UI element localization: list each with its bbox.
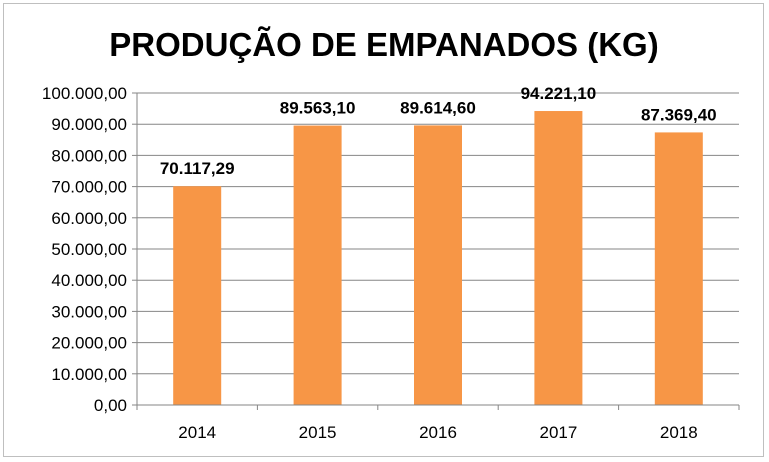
x-tick-label-2016: 2016 bbox=[419, 423, 457, 442]
x-tick-label-2017: 2017 bbox=[539, 423, 577, 442]
bars bbox=[173, 111, 703, 406]
y-tick-label: 10.000,00 bbox=[51, 365, 127, 384]
data-labels: 70.117,29 89.563,10 89.614,60 94.221,10 87.3… bbox=[160, 84, 717, 178]
y-tick-label: 60.000,00 bbox=[51, 209, 127, 228]
y-tick-label: 80.000,00 bbox=[51, 146, 127, 165]
data-label-2015: 89.563,10 bbox=[280, 99, 356, 118]
x-tick-label-2014: 2014 bbox=[178, 423, 216, 442]
bar-2017 bbox=[534, 111, 583, 406]
y-tick-label: 100.000,00 bbox=[42, 84, 127, 103]
x-axis bbox=[136, 93, 740, 410]
y-tick-label: 50.000,00 bbox=[51, 240, 127, 259]
x-axis-tick-labels: 2014 2015 2016 2017 2018 bbox=[178, 423, 697, 442]
y-tick-label: 20.000,00 bbox=[51, 334, 127, 353]
chart-title: PRODUÇÃO DE EMPANADOS (KG) bbox=[109, 26, 658, 63]
y-tick-label: 0,00 bbox=[94, 396, 127, 415]
y-tick-label: 70.000,00 bbox=[51, 178, 127, 197]
bar-2014 bbox=[173, 186, 222, 405]
data-label-2017: 94.221,10 bbox=[521, 84, 597, 103]
data-label-2014: 70.117,29 bbox=[160, 159, 235, 178]
bar-2015 bbox=[293, 125, 342, 406]
data-label-2018: 87.369,40 bbox=[641, 105, 717, 124]
x-tick-label-2015: 2015 bbox=[299, 423, 337, 442]
chart-frame bbox=[3, 3, 764, 457]
bar-2018 bbox=[654, 132, 703, 405]
y-tick-label: 40.000,00 bbox=[51, 271, 127, 290]
x-tick-label-2018: 2018 bbox=[660, 423, 698, 442]
y-tick-label: 90.000,00 bbox=[51, 115, 127, 134]
bar-2016 bbox=[414, 125, 462, 405]
y-axis-tick-labels: 0,00 10.000,00 20.000,00 30.000,00 40.000,00… bbox=[42, 84, 127, 415]
data-label-2016: 89.614,60 bbox=[400, 98, 476, 117]
y-tick-label: 30.000,00 bbox=[51, 302, 127, 321]
